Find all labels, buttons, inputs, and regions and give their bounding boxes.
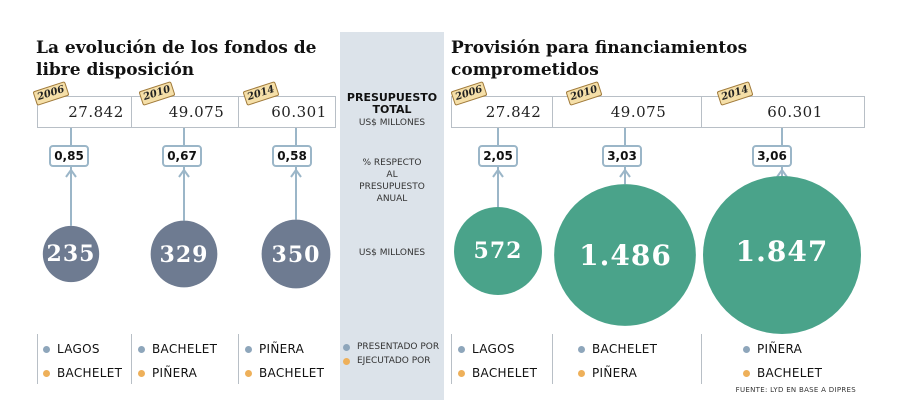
right-budget-divider: [701, 96, 702, 128]
bubble-2014: [261, 219, 331, 289]
bubble-label: 235: [46, 241, 96, 267]
legend-divider: [37, 334, 38, 384]
presentado-dot-icon: [343, 343, 350, 351]
right-budget-divider: [552, 96, 553, 128]
legend-text: PIÑERA: [152, 366, 198, 380]
ejecutado-item: BACHELET: [458, 366, 537, 380]
left-chart-title: La evolución de los fondos de libre disp…: [36, 38, 317, 80]
right-budget-2010: 49.075: [610, 103, 667, 121]
ejecutado-dot-icon: [343, 357, 350, 365]
presentado-dot-icon: [743, 345, 750, 353]
ejecutado-legend: EJECUTADO POR: [343, 356, 431, 366]
bubble-2006: [42, 225, 100, 283]
bubble-2010: [150, 220, 218, 288]
arrow-up-icon: [776, 168, 788, 178]
percent-box: 0,67: [162, 145, 202, 167]
left-budget-box: [37, 96, 336, 128]
bubble-label: 572: [473, 238, 523, 264]
legend-divider: [552, 334, 553, 384]
presentado-legend: PRESENTADO POR: [343, 342, 439, 352]
ejecutado-item: BACHELET: [43, 366, 122, 380]
legend-text: LAGOS: [472, 342, 515, 356]
bubble-2006: [454, 207, 542, 295]
ejecutado-dot-icon: [458, 369, 465, 377]
presentado-dot-icon: [245, 345, 252, 353]
ejecutado-item: BACHELET: [245, 366, 324, 380]
ejecutado-dot-icon: [743, 369, 750, 377]
bubble-2010: [554, 184, 696, 326]
bubble-2014: [703, 176, 861, 334]
right-budget-box: [451, 96, 865, 128]
ejecutado-dot-icon: [578, 369, 585, 377]
legend-text: BACHELET: [57, 366, 123, 380]
left-budget-divider: [238, 96, 239, 128]
presentado-legend-text: PRESENTADO POR: [357, 342, 440, 352]
right-chart-title: Provisión para financiamientos compromet…: [451, 38, 748, 80]
budget-heading: TOTAL: [372, 103, 412, 116]
legend-text: BACHELET: [152, 342, 218, 356]
ejecutado-dot-icon: [138, 369, 145, 377]
presentado-dot-icon: [578, 345, 585, 353]
bubble-label: 350: [271, 242, 321, 268]
legend-text: PIÑERA: [757, 342, 803, 356]
ejecutado-item: PIÑERA: [138, 366, 197, 380]
presentado-dot-icon: [138, 345, 145, 353]
percent-box: 0,85: [49, 145, 89, 167]
percent-label: % RESPECTO AL PRESUPUESTO ANUAL: [359, 158, 425, 204]
legend-text: PIÑERA: [592, 366, 638, 380]
right-budget-2014: 60.301: [767, 103, 823, 121]
ejecutado-legend-text: EJECUTADO POR: [357, 356, 431, 366]
budget-units: US$ MILLONES: [358, 118, 426, 128]
arrow-up-icon: [492, 168, 504, 178]
ejecutado-dot-icon: [245, 369, 252, 377]
arrow-up-icon: [65, 168, 77, 178]
source-note: FUENTE: LYD EN BASE A DIPRES: [735, 386, 856, 394]
presentado-dot-icon: [43, 345, 50, 353]
bubble-label: 329: [159, 242, 209, 268]
percent-box: 0,58: [272, 145, 312, 167]
presentado-item: LAGOS: [458, 342, 515, 356]
percent-box: 3,03: [602, 145, 642, 167]
legend-text: BACHELET: [259, 366, 325, 380]
right-budget-2006: 27.842: [485, 103, 542, 121]
center-band: [340, 32, 444, 400]
legend-text: BACHELET: [757, 366, 823, 380]
percent-box: 2,05: [478, 145, 518, 167]
bubble-label: 1.847: [735, 234, 829, 268]
amount-units: US$ MILLONES: [358, 248, 426, 258]
budget-heading: PRESUPUESTO: [346, 91, 438, 104]
bubble-label: 1.486: [579, 239, 672, 272]
legend-text: BACHELET: [472, 366, 538, 380]
percent-box: 3,06: [752, 145, 792, 167]
legend-divider: [701, 334, 702, 384]
left-budget-2014: 60.301: [271, 103, 327, 121]
legend-divider: [238, 334, 239, 384]
arrow-up-icon: [178, 168, 190, 178]
arrow-up-icon: [619, 168, 631, 178]
left-budget-2006: 27.842: [68, 103, 124, 121]
ejecutado-item: BACHELET: [743, 366, 822, 380]
legend-text: BACHELET: [592, 342, 658, 356]
ejecutado-dot-icon: [43, 369, 50, 377]
presentado-item: BACHELET: [578, 342, 657, 356]
ejecutado-item: PIÑERA: [578, 366, 637, 380]
legend-divider: [451, 334, 452, 384]
left-budget-2010: 49.075: [168, 103, 225, 121]
presentado-item: BACHELET: [138, 342, 217, 356]
legend-text: PIÑERA: [259, 342, 305, 356]
presentado-item: PIÑERA: [245, 342, 304, 356]
left-budget-divider: [131, 96, 132, 128]
presentado-dot-icon: [458, 345, 465, 353]
legend-text: LAGOS: [57, 342, 100, 356]
presentado-item: PIÑERA: [743, 342, 802, 356]
presentado-item: LAGOS: [43, 342, 100, 356]
legend-divider: [131, 334, 132, 384]
arrow-up-icon: [290, 168, 302, 178]
